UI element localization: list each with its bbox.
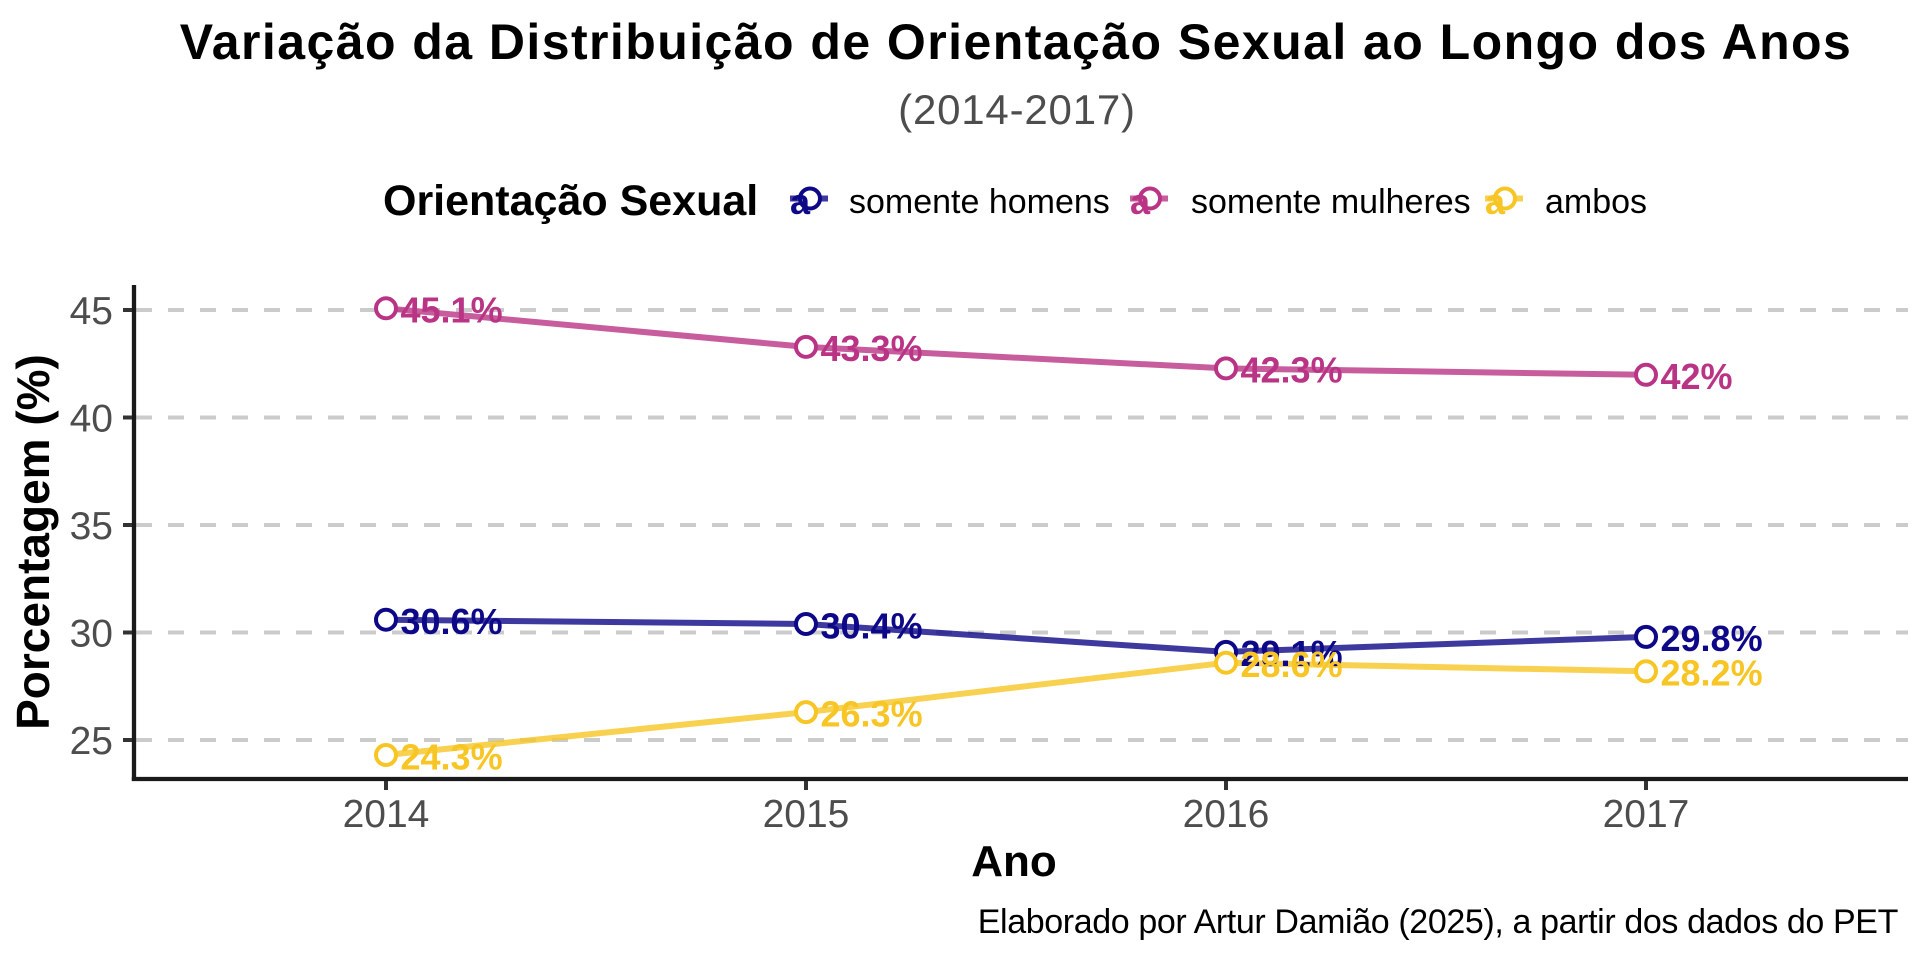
svg-text:28.6%: 28.6% (1241, 644, 1343, 685)
svg-text:2015: 2015 (763, 793, 850, 836)
svg-text:2017: 2017 (1603, 793, 1690, 836)
svg-text:43.3%: 43.3% (821, 328, 923, 369)
svg-text:28.2%: 28.2% (1661, 653, 1763, 694)
svg-text:42.3%: 42.3% (1241, 350, 1343, 391)
svg-text:40: 40 (70, 398, 113, 441)
svg-text:24.3%: 24.3% (401, 736, 503, 777)
svg-text:29.8%: 29.8% (1661, 618, 1763, 659)
svg-text:30.4%: 30.4% (821, 605, 923, 646)
svg-text:2016: 2016 (1183, 793, 1270, 836)
svg-text:2014: 2014 (343, 793, 430, 836)
svg-text:Variação da Distribuição de Or: Variação da Distribuição de Orientação S… (180, 14, 1853, 70)
svg-text:30.6%: 30.6% (401, 601, 503, 642)
svg-text:26.3%: 26.3% (821, 693, 923, 734)
svg-text:a: a (1130, 181, 1151, 222)
svg-text:25: 25 (70, 720, 113, 763)
svg-text:45.1%: 45.1% (401, 290, 503, 331)
svg-text:42%: 42% (1661, 356, 1733, 397)
svg-text:30: 30 (70, 613, 113, 656)
svg-text:somente homens: somente homens (849, 183, 1110, 221)
svg-text:Orientação Sexual: Orientação Sexual (383, 177, 758, 225)
svg-text:Ano: Ano (971, 837, 1057, 886)
svg-text:(2014-2017): (2014-2017) (898, 86, 1136, 133)
svg-text:Elaborado por Artur Damião (20: Elaborado por Artur Damião (2025), a par… (978, 903, 1898, 941)
svg-text:35: 35 (70, 505, 113, 548)
svg-text:45: 45 (70, 290, 113, 333)
svg-text:a: a (790, 181, 811, 222)
svg-text:29.1%: 29.1% (1241, 633, 1343, 674)
svg-text:a: a (1485, 181, 1506, 222)
svg-text:Porcentagem (%): Porcentagem (%) (7, 354, 59, 730)
svg-text:ambos: ambos (1545, 183, 1647, 221)
svg-text:somente mulheres: somente mulheres (1191, 183, 1471, 221)
